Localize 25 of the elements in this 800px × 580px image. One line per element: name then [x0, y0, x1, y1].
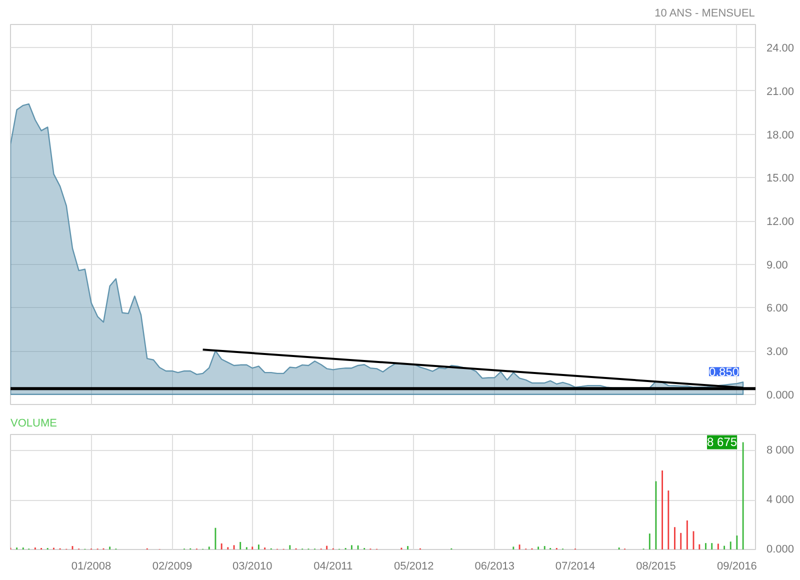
- y-tick-label: 24.00: [766, 42, 794, 55]
- x-tick-label: 02/2009: [152, 560, 192, 572]
- x-tick-label: 04/2011: [314, 560, 353, 572]
- y-tick-label: 8 000: [766, 444, 794, 457]
- annotation: 0.850: [709, 365, 740, 380]
- x-tick-label: 09/2016: [717, 560, 757, 572]
- x-tick-label: 03/2010: [232, 560, 272, 572]
- y-tick-label: 12.00: [766, 216, 794, 228]
- x-tick-label: 07/2014: [555, 560, 596, 572]
- y-tick-label: 4 000: [766, 494, 794, 506]
- y-tick-label: 18.00: [766, 129, 794, 142]
- y-tick-label: 6.00: [766, 302, 788, 315]
- x-tick-label: 06/2013: [474, 560, 515, 572]
- y-tick-label: 3.00: [766, 346, 788, 358]
- y-tick-label: 0.000: [766, 544, 794, 556]
- y-tick-label: 0.000: [766, 389, 794, 402]
- y-tick-label: 15.00: [766, 172, 794, 185]
- x-tick-label: 05/2012: [394, 560, 434, 572]
- y-tick-label: 9.00: [766, 259, 788, 272]
- y-tick-label: 21.00: [766, 86, 794, 98]
- chart-title: VOLUME: [10, 418, 57, 430]
- chart-title: 10 ANS - MENSUEL: [654, 8, 755, 20]
- x-tick-label: 01/2008: [71, 560, 112, 572]
- x-tick-label: 08/2015: [636, 560, 676, 572]
- annotation: 8 675: [707, 435, 738, 450]
